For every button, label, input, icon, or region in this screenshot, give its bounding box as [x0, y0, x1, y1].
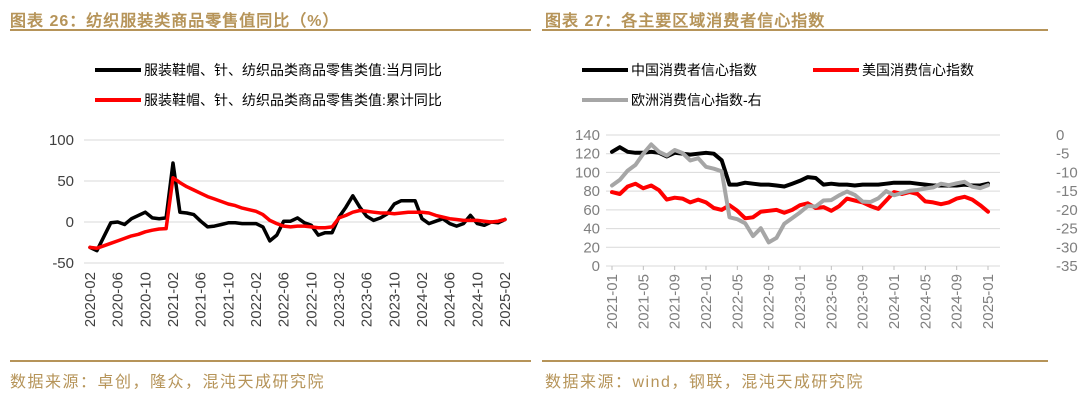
- svg-text:2022-06: 2022-06: [276, 272, 293, 327]
- figure-27-title: 图表 27：各主要区域消费者信心指数: [545, 13, 826, 30]
- svg-text:20: 20: [583, 239, 600, 256]
- svg-text:2022-01: 2022-01: [698, 274, 715, 329]
- svg-text:2022-09: 2022-09: [761, 274, 778, 329]
- svg-text:0: 0: [592, 258, 600, 275]
- svg-text:0: 0: [66, 214, 74, 231]
- figure-27: 图表 27：各主要区域消费者信心指数 中国消费者信心指数 美国消费信心指数欧洲消费…: [540, 0, 1080, 408]
- svg-text:2020-02: 2020-02: [82, 272, 99, 327]
- figure-26-source-rule: [10, 360, 531, 362]
- figure-27-source-rule: [542, 360, 1048, 362]
- svg-text:2024-09: 2024-09: [949, 274, 966, 329]
- svg-text:120: 120: [575, 146, 600, 163]
- svg-text:2022-05: 2022-05: [729, 274, 746, 329]
- svg-text:100: 100: [575, 164, 600, 181]
- legend-swatch: [95, 98, 141, 102]
- svg-text:2025-01: 2025-01: [980, 274, 997, 329]
- svg-text:-30: -30: [1056, 239, 1078, 256]
- svg-text:2021-09: 2021-09: [667, 274, 684, 329]
- svg-text:2021-06: 2021-06: [193, 272, 210, 327]
- legend-swatch: [813, 68, 859, 72]
- figure-26-title-underline: [10, 29, 531, 31]
- svg-text:-10: -10: [1056, 164, 1078, 181]
- svg-text:2024-10: 2024-10: [469, 272, 486, 327]
- legend-item: 中国消费者信心指数: [582, 60, 757, 80]
- svg-text:2023-01: 2023-01: [792, 274, 809, 329]
- legend-swatch: [582, 98, 628, 102]
- svg-text:-5: -5: [1056, 146, 1069, 163]
- figure-26: 图表 26：纺织服装类商品零售值同比（%） 服装鞋帽、针、纺织品类商品零售类值:…: [0, 13, 540, 391]
- legend-item: 美国消费信心指数: [813, 60, 974, 80]
- svg-text:-35: -35: [1056, 258, 1078, 275]
- legend-label: 欧洲消费信心指数-右: [631, 92, 762, 108]
- legend-item: 服装鞋帽、针、纺织品类商品零售类值:当月同比: [95, 60, 442, 80]
- svg-text:2023-02: 2023-02: [331, 272, 348, 327]
- figure-26-line-chart: 100 50 0 -50 2020-02 2020-06 2020-10 2021-02 202…: [49, 132, 514, 327]
- svg-text:2022-10: 2022-10: [303, 272, 320, 327]
- legend-label: 美国消费信心指数: [862, 62, 974, 78]
- svg-text:2020-06: 2020-06: [110, 272, 127, 327]
- legend-label: 服装鞋帽、针、纺织品类商品零售类值:累计同比: [144, 92, 442, 108]
- svg-text:-20: -20: [1056, 202, 1078, 219]
- svg-text:140: 140: [575, 127, 600, 144]
- figure-26-source: 数据来源：卓创，隆众，混沌天成研究院: [10, 374, 326, 391]
- figure-26-legend: 服装鞋帽、针、纺织品类商品零售类值:当月同比 服装鞋帽、针、纺织品类商品零售类值:…: [0, 60, 540, 110]
- legend-swatch: [95, 68, 141, 72]
- svg-text:2024-06: 2024-06: [442, 272, 459, 327]
- svg-text:2024-01: 2024-01: [886, 274, 903, 329]
- svg-text:2023-06: 2023-06: [359, 272, 376, 327]
- legend-item: 服装鞋帽、针、纺织品类商品零售类值:累计同比: [95, 90, 442, 110]
- svg-text:-15: -15: [1056, 183, 1078, 200]
- svg-text:2021-10: 2021-10: [220, 272, 237, 327]
- svg-text:2021-01: 2021-01: [604, 274, 621, 329]
- svg-text:40: 40: [583, 221, 600, 238]
- svg-text:2022-02: 2022-02: [248, 272, 265, 327]
- legend-swatch: [582, 68, 628, 72]
- svg-text:2023-09: 2023-09: [855, 274, 872, 329]
- legend-label: 中国消费者信心指数: [631, 62, 757, 78]
- svg-text:60: 60: [583, 202, 600, 219]
- svg-text:2021-02: 2021-02: [165, 272, 182, 327]
- legend-item: 欧洲消费信心指数-右: [582, 90, 762, 110]
- svg-text:2021-05: 2021-05: [635, 274, 652, 329]
- svg-text:2025-02: 2025-02: [497, 272, 514, 327]
- svg-text:80: 80: [583, 183, 600, 200]
- figure-27-title-underline: [542, 29, 1048, 31]
- svg-text:2024-05: 2024-05: [917, 274, 934, 329]
- svg-text:0: 0: [1056, 127, 1064, 144]
- svg-text:2020-10: 2020-10: [137, 272, 154, 327]
- svg-text:50: 50: [57, 173, 74, 190]
- svg-text:2023-05: 2023-05: [823, 274, 840, 329]
- figure-26-title: 图表 26：纺织服装类商品零售值同比（%）: [10, 13, 340, 30]
- figure-27-source: 数据来源：wind，钢联，混沌天成研究院: [545, 374, 864, 391]
- svg-text:2023-10: 2023-10: [386, 272, 403, 327]
- svg-text:-50: -50: [52, 255, 74, 272]
- legend-label: 服装鞋帽、针、纺织品类商品零售类值:当月同比: [144, 62, 442, 78]
- figure-27-legend: 中国消费者信心指数 美国消费信心指数欧洲消费信心指数-右: [540, 60, 1052, 110]
- svg-text:100: 100: [49, 132, 74, 149]
- svg-text:-25: -25: [1056, 221, 1078, 238]
- svg-text:2024-02: 2024-02: [414, 272, 431, 327]
